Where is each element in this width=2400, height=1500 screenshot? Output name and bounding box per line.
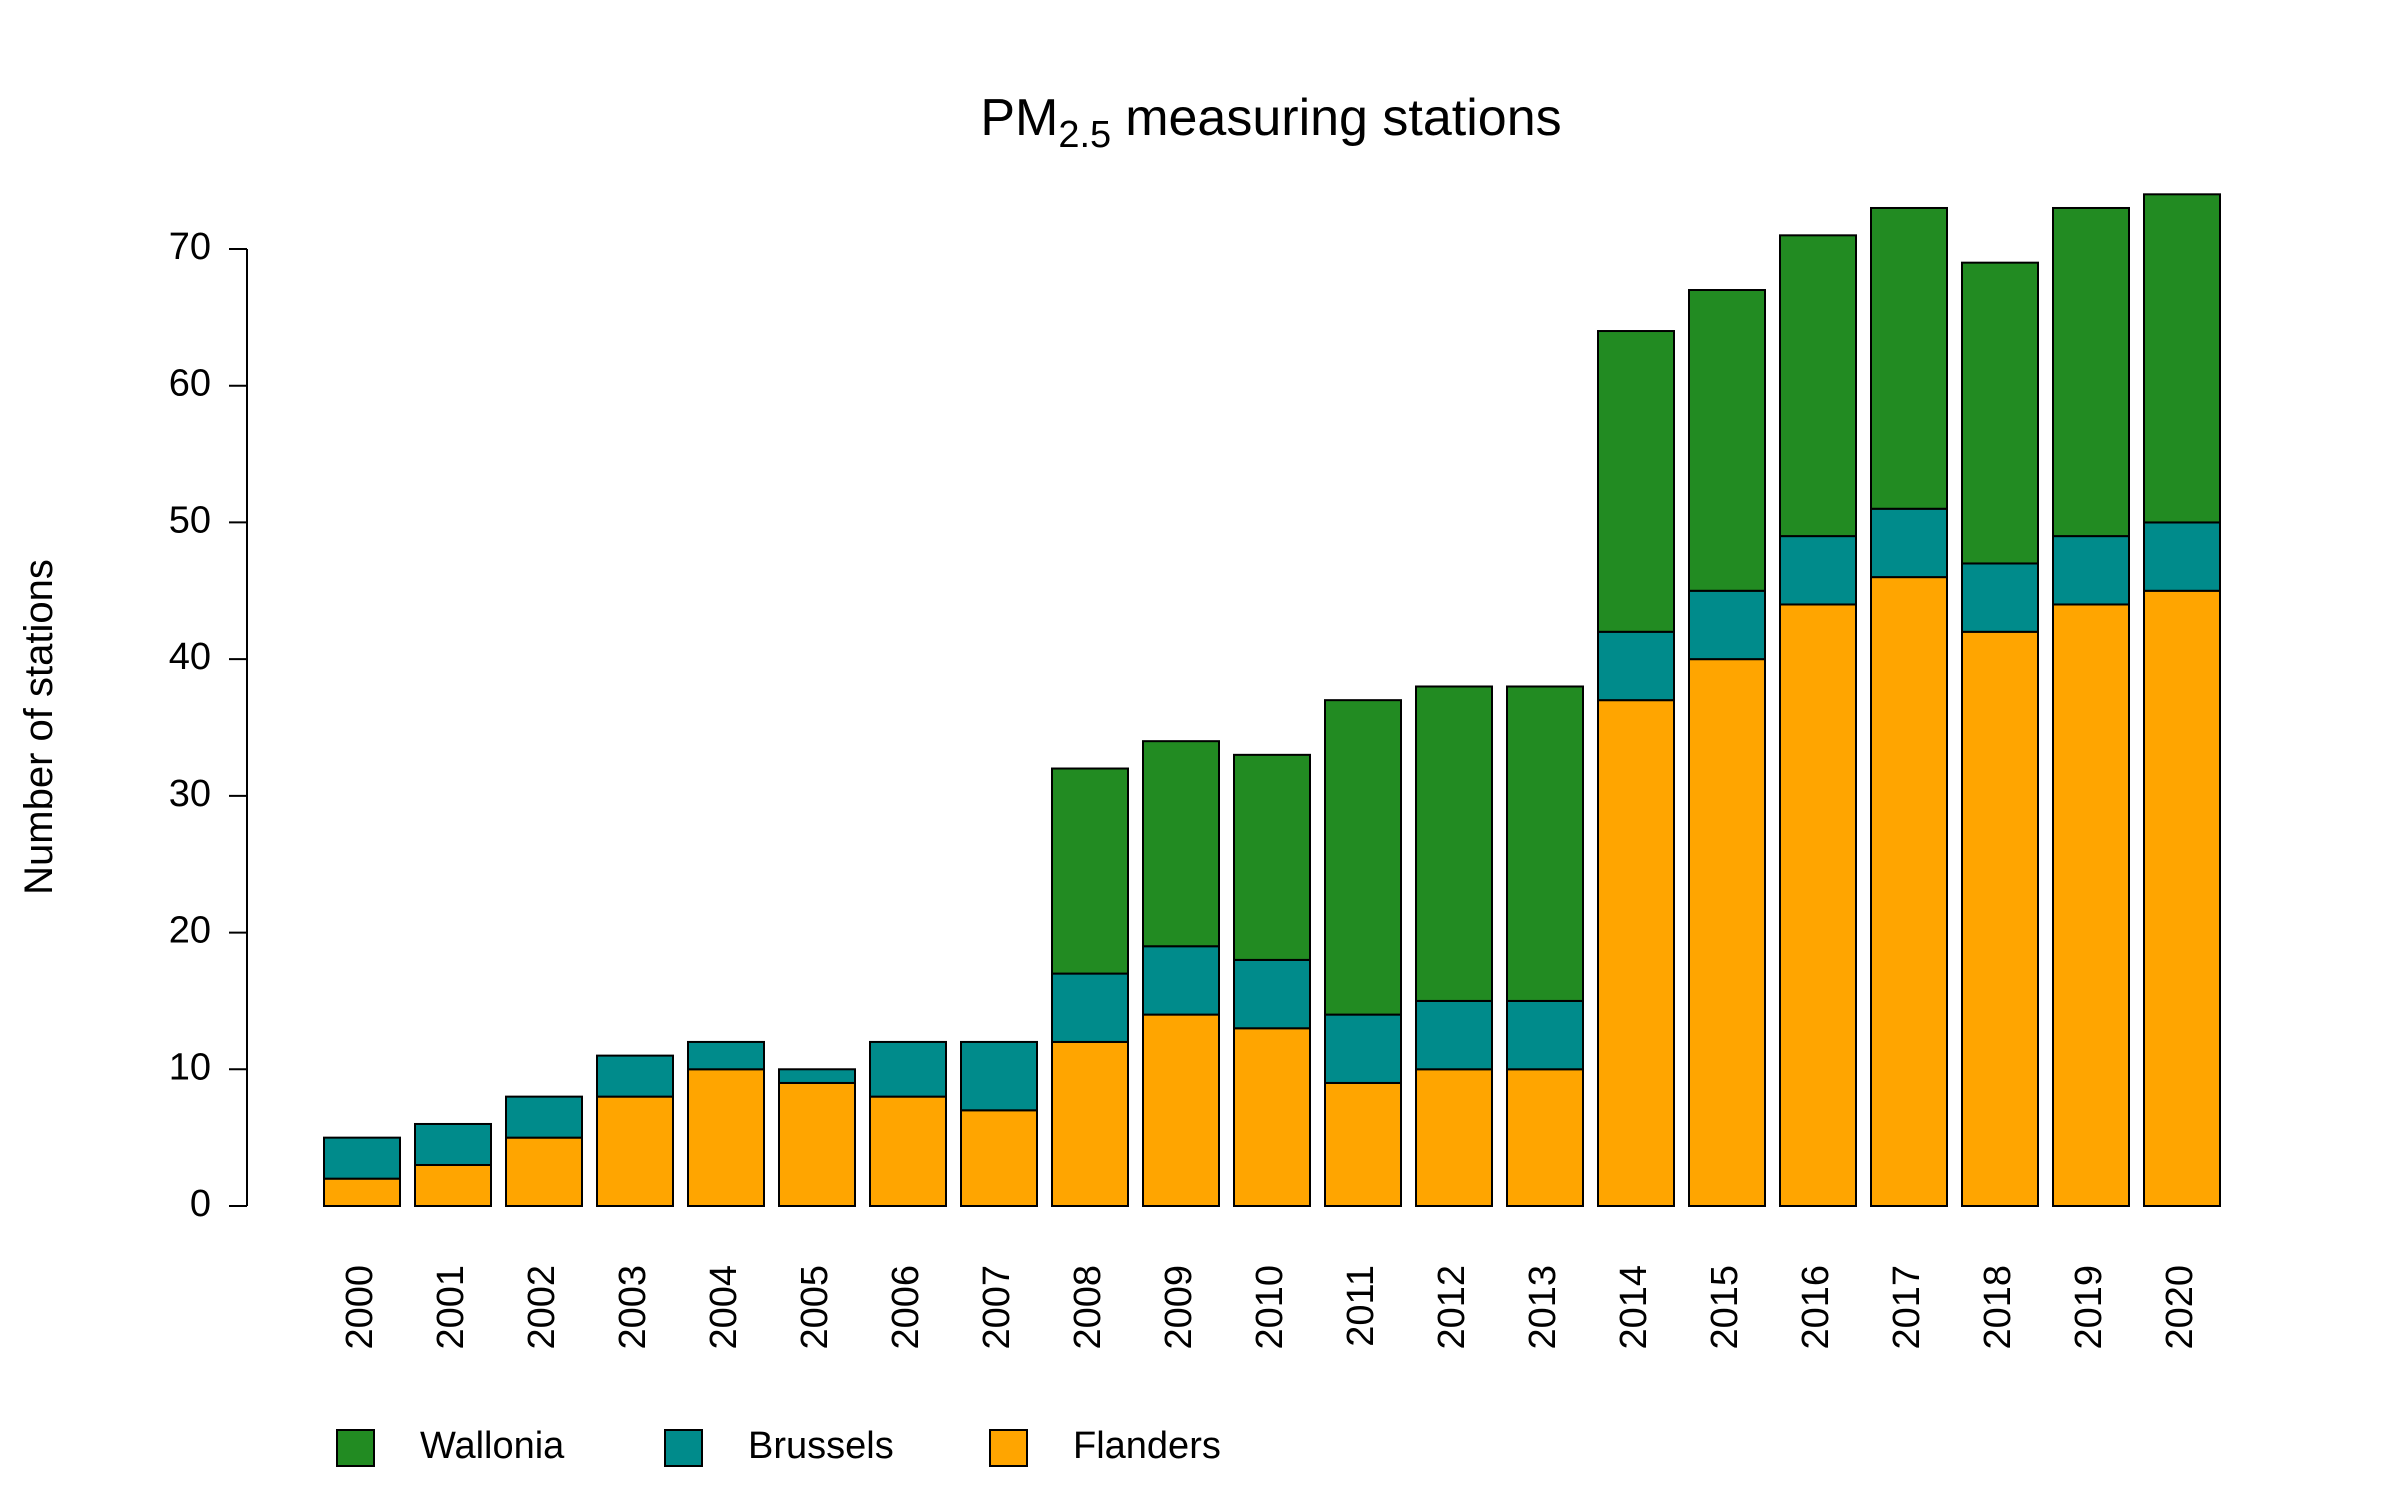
bar-segment xyxy=(414,1122,492,1166)
y-tick-label: 40 xyxy=(169,636,211,678)
chart-title: PM2.5 measuring stations xyxy=(980,89,1561,156)
y-axis-label: Number of stations xyxy=(17,559,61,895)
bar-segment xyxy=(2052,206,2130,538)
y-tick-label: 30 xyxy=(169,773,211,815)
y-tick-label: 20 xyxy=(169,910,211,952)
title-text: PM xyxy=(980,89,1058,147)
title-suffix: measuring stations xyxy=(1125,89,1561,147)
legend-label: Wallonia xyxy=(420,1425,565,1467)
bar-segment xyxy=(1870,507,1948,579)
x-tick-label: 2013 xyxy=(1522,1265,1564,1350)
bar-segment xyxy=(1961,630,2039,1207)
x-tick-label: 2000 xyxy=(339,1265,381,1350)
bar-segment xyxy=(869,1040,947,1098)
bar-segment xyxy=(1779,234,1857,538)
bar-segment xyxy=(1233,958,1311,1030)
x-tick-label: 2003 xyxy=(612,1265,654,1350)
x-tick-label: 2018 xyxy=(1977,1265,2019,1350)
bar-segment xyxy=(1688,589,1766,661)
bar-segment xyxy=(414,1163,492,1208)
x-tick-label: 2005 xyxy=(794,1265,836,1350)
title-subscript: 2.5 xyxy=(1058,114,1111,156)
bar-segment xyxy=(1051,1040,1129,1208)
legend-label: Flanders xyxy=(1073,1425,1221,1467)
bar-segment xyxy=(1415,1068,1493,1208)
y-tick-label: 0 xyxy=(190,1183,211,1225)
bar-segment xyxy=(869,1095,947,1207)
bar-segment xyxy=(687,1040,765,1071)
bar-segment xyxy=(960,1109,1038,1208)
bar-segment xyxy=(1506,1068,1584,1208)
bar-segment xyxy=(1779,603,1857,1207)
bar-segment xyxy=(1233,753,1311,961)
y-tick-label: 60 xyxy=(169,363,211,405)
x-tick-label: 2002 xyxy=(521,1265,563,1350)
legend-swatch xyxy=(989,1429,1028,1467)
bar-segment xyxy=(596,1054,674,1098)
x-tick-label: 2004 xyxy=(703,1265,745,1350)
bar-segment xyxy=(1597,699,1675,1208)
bar-segment xyxy=(1870,576,1948,1207)
x-tick-label: 2010 xyxy=(1249,1265,1291,1350)
bar-segment xyxy=(778,1081,856,1208)
bar-segment xyxy=(596,1095,674,1207)
bar-segment xyxy=(778,1068,856,1084)
bar-segment xyxy=(1142,740,1220,948)
legend-swatch xyxy=(664,1429,703,1467)
bar-segment xyxy=(1324,699,1402,1016)
x-tick-label: 2020 xyxy=(2159,1265,2201,1350)
x-tick-label: 2007 xyxy=(976,1265,1018,1350)
x-tick-label: 2012 xyxy=(1431,1265,1473,1350)
bar-segment xyxy=(1051,972,1129,1043)
bar-segment xyxy=(2143,193,2221,524)
x-tick-label: 2014 xyxy=(1613,1265,1655,1350)
bar-segment xyxy=(1051,767,1129,975)
x-tick-label: 2019 xyxy=(2068,1265,2110,1350)
bar-segment xyxy=(1324,1081,1402,1208)
bar-segment xyxy=(1415,685,1493,1002)
x-tick-label: 2009 xyxy=(1158,1265,1200,1350)
bar-segment xyxy=(505,1095,583,1139)
bar-segment xyxy=(2143,521,2221,592)
bar-segment xyxy=(505,1136,583,1207)
x-tick-label: 2001 xyxy=(430,1265,472,1350)
bar-segment xyxy=(960,1040,1038,1112)
bar-segment xyxy=(1961,261,2039,565)
legend-label: Brussels xyxy=(748,1425,894,1467)
bar-segment xyxy=(1688,658,1766,1207)
y-tick-label: 70 xyxy=(169,226,211,268)
x-tick-label: 2008 xyxy=(1067,1265,1109,1350)
x-tick-label: 2011 xyxy=(1340,1265,1382,1347)
bar-segment xyxy=(687,1068,765,1208)
bar-segment xyxy=(1506,685,1584,1002)
bar-segment xyxy=(1961,562,2039,633)
bar-segment xyxy=(1597,630,1675,702)
x-tick-label: 2006 xyxy=(885,1265,927,1350)
bar-segment xyxy=(1779,535,1857,606)
bar-segment xyxy=(1870,206,1948,510)
legend-swatch xyxy=(336,1429,375,1467)
bar-segment xyxy=(1506,999,1584,1071)
bar-segment xyxy=(323,1177,401,1207)
bar-segment xyxy=(1324,1013,1402,1084)
bar-segment xyxy=(1688,289,1766,592)
bar-segment xyxy=(1597,330,1675,633)
x-tick-label: 2016 xyxy=(1795,1265,1837,1350)
x-tick-label: 2015 xyxy=(1704,1265,1746,1350)
bar-segment xyxy=(1415,999,1493,1071)
bar-segment xyxy=(1142,945,1220,1016)
bar-segment xyxy=(1233,1027,1311,1208)
bar-segment xyxy=(2052,603,2130,1207)
bar-segment xyxy=(323,1136,401,1180)
x-tick-label: 2017 xyxy=(1886,1265,1928,1350)
bar-segment xyxy=(2052,535,2130,606)
y-tick-label: 50 xyxy=(169,499,211,541)
y-tick-label: 10 xyxy=(169,1046,211,1088)
bar-segment xyxy=(1142,1013,1220,1207)
bar-segment xyxy=(2143,589,2221,1207)
